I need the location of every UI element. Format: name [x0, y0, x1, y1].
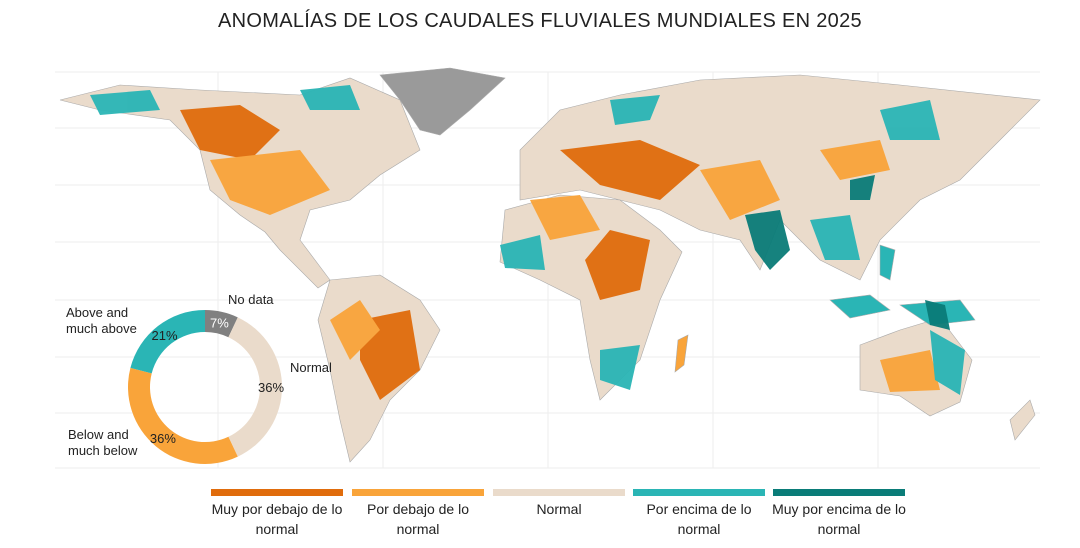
legend-swatch: [633, 489, 765, 496]
donut-value-label: 36%: [150, 431, 176, 446]
legend-label: Muy por encima de lo normal: [772, 501, 906, 537]
legend-label: Por debajo de lo normal: [367, 501, 469, 537]
donut-segment: [205, 310, 238, 338]
legend-swatch: [493, 489, 625, 496]
legend-label: Muy por debajo de lo normal: [211, 501, 343, 537]
legend-label: Por encima de lo normal: [646, 501, 752, 537]
legend-label: Normal: [536, 501, 582, 517]
donut-segment: [127, 367, 238, 465]
anomaly-regions: [90, 85, 965, 400]
donut-segment: [228, 317, 283, 457]
donut-category-label: No data: [228, 292, 274, 307]
donut-value-label: 21%: [152, 328, 178, 343]
map-title: ANOMALÍAS DE LOS CAUDALES FLUVIALES MUND…: [218, 10, 862, 32]
donut-segment: [130, 310, 205, 374]
legend-swatch: [773, 489, 905, 496]
donut-value-label: 36%: [258, 380, 284, 395]
donut-category-label: Above and much above: [66, 305, 137, 336]
donut-category-label: Normal: [290, 360, 332, 375]
legend-swatch: [211, 489, 343, 496]
donut-category-label: Below and much below: [68, 427, 138, 458]
legend-swatch: [352, 489, 484, 496]
donut-value-label: 7%: [210, 316, 229, 331]
